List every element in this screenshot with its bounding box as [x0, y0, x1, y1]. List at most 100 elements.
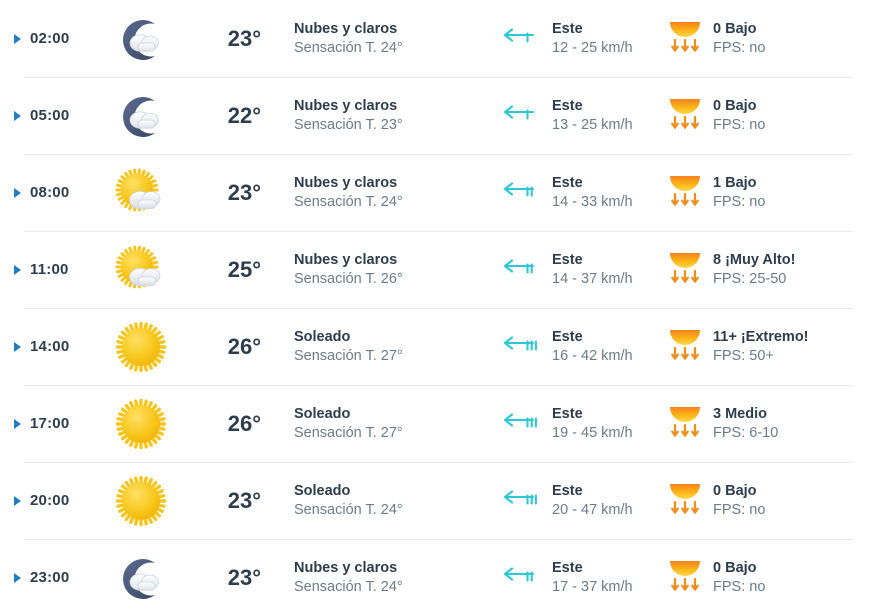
wind-arrow-west-1-icon	[500, 23, 552, 54]
uv-fps-value: FPS: no	[713, 39, 766, 56]
uv-fps-value: FPS: no	[713, 193, 766, 210]
uv-dome-icon	[666, 403, 713, 444]
forecast-row-time-cell[interactable]: 11:00	[0, 261, 88, 278]
forecast-row[interactable]: 08:00 23° Nubes y claros Sensación T. 24° Es…	[0, 154, 877, 231]
uv-text-group: 1 Bajo FPS: no	[713, 174, 765, 212]
uv-index-cell: 11+ ¡Extremo! FPS: 50+	[665, 326, 877, 367]
forecast-row-time-cell[interactable]: 20:00	[0, 492, 88, 509]
uv-index-value: 0 Bajo	[713, 559, 757, 576]
condition-text: Nubes y claros	[294, 20, 398, 37]
wind-cell: Este 13 - 25 km/h	[465, 97, 665, 135]
expand-triangle-icon[interactable]	[14, 110, 21, 121]
weather-icon-cell	[88, 12, 193, 66]
wind-text-group: Este 16 - 42 km/h	[552, 328, 633, 366]
wind-text-group: Este 17 - 37 km/h	[552, 559, 633, 597]
forecast-time: 17:00	[30, 415, 70, 432]
wind-text-group: Este 13 - 25 km/h	[552, 97, 633, 135]
uv-text-group: 0 Bajo FPS: no	[713, 482, 765, 520]
condition-cell: Nubes y claros Sensación T. 24°	[265, 559, 465, 597]
expand-triangle-icon[interactable]	[14, 572, 21, 583]
uv-dome-icon	[666, 326, 713, 367]
forecast-row[interactable]: 02:00 23° Nubes y claros Sensación T. 24° Es…	[0, 0, 877, 77]
wind-cell: Este 20 - 47 km/h	[465, 482, 665, 520]
uv-index-value: 0 Bajo	[713, 482, 757, 499]
wind-cell: Este 17 - 37 km/h	[465, 559, 665, 597]
uv-index-value: 11+ ¡Extremo!	[713, 328, 809, 345]
uv-text-group: 0 Bajo FPS: no	[713, 20, 765, 58]
uv-text-group: 8 ¡Muy Alto! FPS: 25-50	[713, 251, 795, 289]
temperature-value: 23°	[227, 487, 261, 513]
uv-dome-icon	[666, 480, 713, 521]
weather-icon-cell	[88, 243, 193, 297]
uv-index-cell: 0 Bajo FPS: no	[665, 18, 877, 59]
wind-text-group: Este 19 - 45 km/h	[552, 405, 633, 443]
wind-arrow-west-3-icon	[500, 331, 552, 362]
temperature-value: 26°	[227, 333, 261, 359]
condition-cell: Nubes y claros Sensación T. 26°	[265, 251, 465, 289]
uv-fps-value: FPS: no	[713, 501, 766, 518]
expand-triangle-icon[interactable]	[14, 187, 21, 198]
uv-index-cell: 3 Medio FPS: 6-10	[665, 403, 877, 444]
uv-index-value: 0 Bajo	[713, 20, 757, 37]
temperature-cell: 23°	[193, 180, 265, 206]
weather-icon-cell	[88, 89, 193, 143]
wind-cell: Este 16 - 42 km/h	[465, 328, 665, 366]
uv-index-cell: 1 Bajo FPS: no	[665, 172, 877, 213]
uv-index-value: 8 ¡Muy Alto!	[713, 251, 796, 268]
forecast-row-time-cell[interactable]: 14:00	[0, 338, 88, 355]
forecast-row[interactable]: 17:00 26° Soleado Sensación T. 27° Este 19 - …	[0, 385, 877, 462]
wind-direction: Este	[552, 20, 583, 37]
feels-like-text: Sensación T. 24°	[294, 39, 403, 56]
sun-cloud-icon	[114, 243, 168, 297]
expand-triangle-icon[interactable]	[14, 418, 21, 429]
wind-speed: 17 - 37 km/h	[552, 578, 633, 595]
wind-arrow-west-2-icon	[500, 254, 552, 285]
expand-triangle-icon[interactable]	[14, 264, 21, 275]
wind-speed: 14 - 37 km/h	[552, 270, 633, 287]
condition-text: Nubes y claros	[294, 559, 398, 576]
moon-cloud-icon	[114, 89, 168, 143]
condition-text: Nubes y claros	[294, 174, 398, 191]
wind-direction: Este	[552, 174, 583, 191]
expand-triangle-icon[interactable]	[14, 341, 21, 352]
forecast-row[interactable]: 14:00 26° Soleado Sensación T. 27° Este 16 - …	[0, 308, 877, 385]
uv-text-group: 0 Bajo FPS: no	[713, 559, 765, 597]
wind-text-group: Este 14 - 37 km/h	[552, 251, 633, 289]
uv-index-cell: 8 ¡Muy Alto! FPS: 25-50	[665, 249, 877, 290]
expand-triangle-icon[interactable]	[14, 495, 21, 506]
wind-arrow-west-2-icon	[500, 177, 552, 208]
temperature-value: 22°	[227, 102, 261, 128]
forecast-row[interactable]: 11:00 25° Nubes y claros Sensación T. 26° Es…	[0, 231, 877, 308]
condition-cell: Nubes y claros Sensación T. 23°	[265, 97, 465, 135]
forecast-row-time-cell[interactable]: 08:00	[0, 184, 88, 201]
wind-direction: Este	[552, 405, 583, 422]
wind-arrow-west-3-icon	[500, 408, 552, 439]
uv-index-cell: 0 Bajo FPS: no	[665, 480, 877, 521]
temperature-cell: 23°	[193, 565, 265, 591]
uv-dome-icon	[666, 557, 713, 598]
forecast-row[interactable]: 23:00 23° Nubes y claros Sensación T. 24° Es…	[0, 539, 877, 608]
uv-fps-value: FPS: 25-50	[713, 270, 787, 287]
forecast-row[interactable]: 20:00 23° Soleado Sensación T. 24° Este 20 - …	[0, 462, 877, 539]
condition-cell: Nubes y claros Sensación T. 24°	[265, 174, 465, 212]
forecast-row-time-cell[interactable]: 05:00	[0, 107, 88, 124]
forecast-row-time-cell[interactable]: 02:00	[0, 30, 88, 47]
moon-cloud-icon	[114, 551, 168, 605]
forecast-row-time-cell[interactable]: 23:00	[0, 569, 88, 586]
wind-text-group: Este 14 - 33 km/h	[552, 174, 633, 212]
temperature-cell: 26°	[193, 334, 265, 360]
condition-cell: Soleado Sensación T. 27°	[265, 405, 465, 443]
wind-speed: 13 - 25 km/h	[552, 116, 633, 133]
uv-index-cell: 0 Bajo FPS: no	[665, 557, 877, 598]
forecast-row[interactable]: 05:00 22° Nubes y claros Sensación T. 23° Es…	[0, 77, 877, 154]
weather-icon-cell	[88, 551, 193, 605]
condition-text: Soleado	[294, 405, 351, 422]
uv-dome-icon	[666, 249, 713, 290]
wind-speed: 20 - 47 km/h	[552, 501, 633, 518]
expand-triangle-icon[interactable]	[14, 33, 21, 44]
condition-text: Soleado	[294, 482, 351, 499]
temperature-cell: 23°	[193, 488, 265, 514]
forecast-row-time-cell[interactable]: 17:00	[0, 415, 88, 432]
condition-cell: Soleado Sensación T. 27°	[265, 328, 465, 366]
